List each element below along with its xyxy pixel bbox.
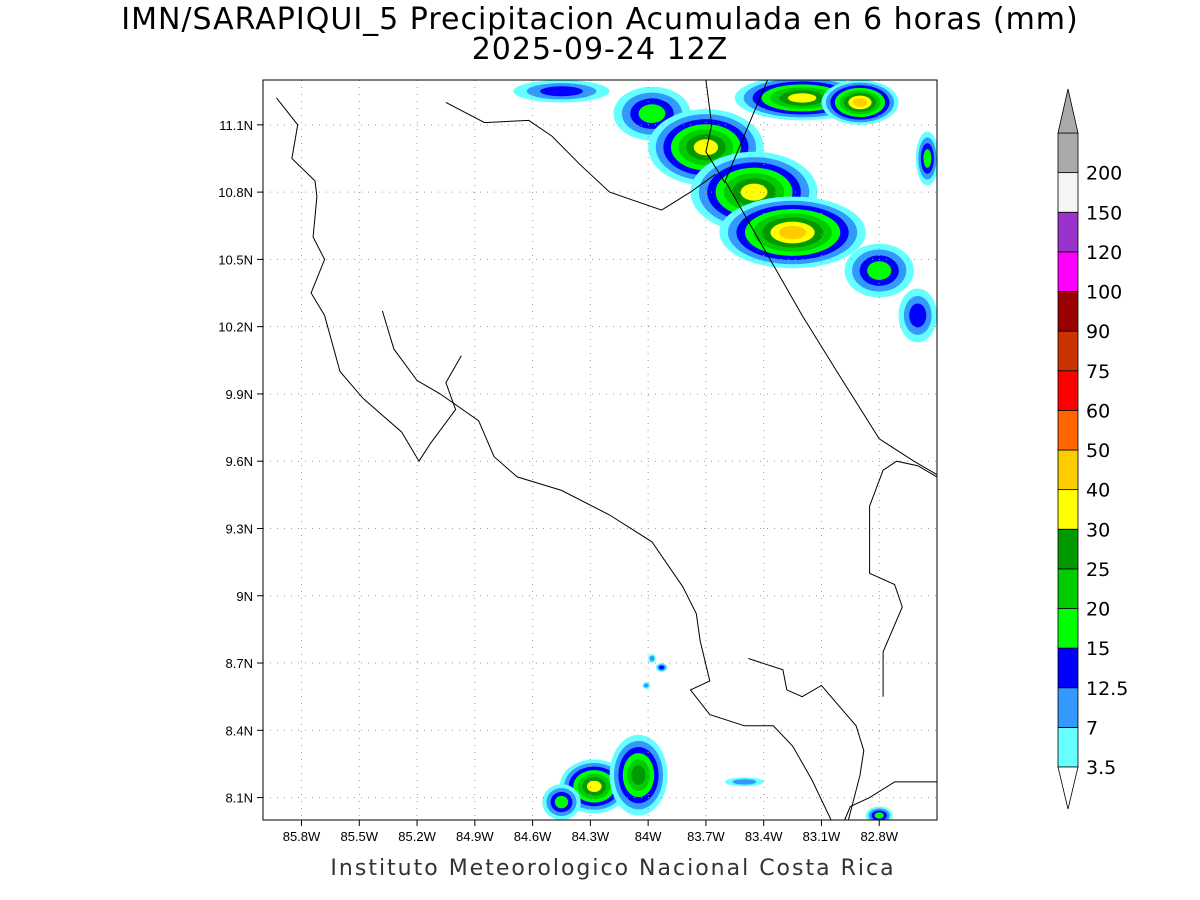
colorbar-label: 20 [1086, 599, 1110, 621]
colorbar-bin [1057, 449, 1079, 491]
colorbar-label: 15 [1086, 638, 1110, 660]
colorbar-bin [1057, 251, 1079, 292]
colorbar-bin [1057, 370, 1079, 411]
y-tick-label: 9.3N [226, 521, 253, 536]
precip-contour [732, 779, 757, 785]
y-tick-label: 10.2N [218, 320, 253, 335]
colorbar-label: 3.5 [1086, 757, 1116, 779]
colorbar-bin [1057, 608, 1079, 649]
x-tick-label: 85.8W [283, 829, 321, 844]
colorbar-bin [1057, 528, 1079, 570]
precip-contour [778, 225, 807, 240]
precip-contour [631, 765, 646, 785]
colorbar-bin [1057, 172, 1079, 213]
colorbar-bin [1057, 489, 1079, 530]
x-tick-label: 84W [635, 829, 662, 844]
precip-contour [852, 98, 868, 107]
colorbar-label: 75 [1086, 361, 1110, 383]
colorbar-label: 30 [1086, 519, 1110, 541]
x-tick-label: 84.9W [456, 829, 494, 844]
precip-contour [649, 655, 655, 662]
coastline [276, 97, 462, 463]
colorbar-bin [1057, 568, 1079, 609]
precip-contour [554, 795, 569, 809]
x-tick-label: 83.7W [687, 829, 725, 844]
y-tick-label: 8.4N [226, 723, 253, 738]
colorbar-min-arrow [1057, 766, 1079, 810]
map-subtitle-datetime: 2025-09-24 12Z [471, 32, 729, 67]
colorbar-label: 40 [1086, 480, 1110, 502]
colorbar-max-arrow [1057, 88, 1079, 134]
coastline [381, 310, 832, 820]
y-tick-label: 8.7N [226, 656, 253, 671]
colorbar-label: 120 [1086, 242, 1122, 264]
x-tick-label: 84.6W [514, 829, 552, 844]
precip-contour [788, 93, 817, 103]
x-tick-label: 83.4W [745, 829, 783, 844]
precip-contour [643, 683, 649, 688]
colorbar-label: 90 [1086, 321, 1110, 343]
y-tick-label: 11.1N [219, 118, 253, 133]
colorbar-bin [1057, 409, 1079, 451]
precipitation-field [513, 80, 937, 820]
colorbar-bin [1057, 647, 1079, 689]
precip-contour [867, 261, 892, 280]
coastlines [276, 80, 937, 820]
coastline [844, 781, 937, 820]
colorbar-label: 200 [1086, 163, 1122, 185]
colorbar-bin [1057, 330, 1079, 372]
x-tick-label: 83.1W [803, 829, 841, 844]
precip-contour [923, 149, 932, 168]
map-title: IMN/SARAPIQUI_5 Precipitacion Acumulada … [121, 2, 1079, 37]
colorbar-bin [1057, 726, 1079, 768]
colorbar-label: 50 [1086, 440, 1110, 462]
x-tick-label: 82.8W [860, 829, 898, 844]
precip-contour [659, 665, 665, 670]
country-border [705, 80, 726, 184]
latitude-axis: 11.1N 10.8N 10.5N 10.2N 9.9N 9.6N 9.3N 9N 8.7N 8.… [218, 118, 263, 806]
y-tick-label: 10.5N [218, 252, 253, 267]
precip-contour [693, 139, 719, 156]
colorbar-label: 150 [1086, 202, 1122, 224]
coastline [445, 101, 716, 211]
x-tick-label: 84.3W [572, 829, 610, 844]
y-tick-label: 8.1N [226, 791, 253, 806]
colorbar-label: 25 [1086, 559, 1110, 581]
colorbar-label: 60 [1086, 400, 1110, 422]
coastline [748, 658, 865, 820]
colorbar-legend: 3.5 7 12.5 15 20 25 30 40 50 60 75 90 100 120 150 200 [1057, 88, 1128, 810]
y-tick-label: 9.6N [226, 454, 253, 469]
map-frame [262, 79, 938, 821]
y-tick-label: 9.9N [226, 387, 253, 402]
precip-contour [540, 86, 583, 97]
lat-lon-grid [263, 80, 937, 820]
y-tick-label: 10.8N [218, 185, 253, 200]
coastline [869, 460, 937, 697]
y-tick-label: 9N [236, 589, 253, 604]
colorbar-bin [1057, 132, 1079, 174]
precip-contour [740, 183, 768, 201]
colorbar-bin [1057, 211, 1079, 253]
colorbar-label: 100 [1086, 282, 1122, 304]
precip-contour [638, 104, 666, 123]
x-tick-label: 85.2W [398, 829, 436, 844]
coastline [724, 80, 937, 476]
x-tick-label: 85.5W [340, 829, 378, 844]
precip-contour [586, 780, 602, 793]
colorbar-bin [1057, 687, 1079, 728]
precip-contour [909, 303, 927, 328]
longitude-axis: 85.8W 85.5W 85.2W 84.9W 84.6W 84.3W 84W 83.7W 83… [283, 820, 899, 844]
institution-credit: Instituto Meteorologico Nacional Costa R… [330, 856, 896, 881]
colorbar-label: 7 [1086, 717, 1098, 739]
colorbar-bin [1057, 291, 1079, 332]
colorbar-label: 12.5 [1086, 678, 1128, 700]
